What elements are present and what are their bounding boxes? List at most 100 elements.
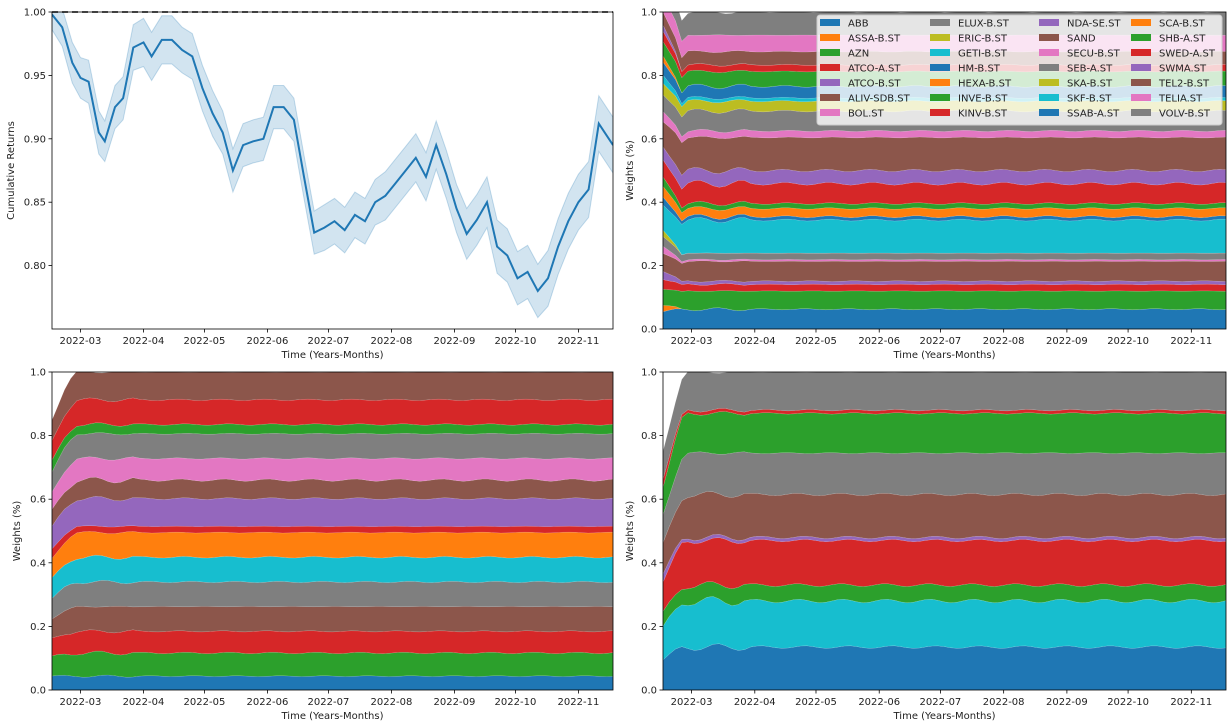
legend-swatch	[820, 79, 840, 86]
y-tick-label: 0.2	[641, 622, 657, 633]
axes-frame	[51, 11, 614, 330]
legend-swatch	[930, 79, 950, 86]
legend-swatch	[820, 109, 840, 116]
legend-swatch	[1131, 49, 1151, 56]
x-tick-label: 2022-04	[123, 697, 165, 708]
axes-1: 2022-03 2022-04 2022-05 2022-06 2022-07 2022-…	[6, 8, 614, 361]
legend-swatch	[820, 19, 840, 26]
axes-4: 2022-03 2022-04 2022-05 2022-06 2022-07 2022-…	[625, 368, 1227, 722]
y-tick-label: 0.2	[30, 622, 46, 633]
x-tick-label: 2022-11	[558, 697, 600, 708]
area-secu-b-st	[663, 111, 1226, 143]
area-nda-se-st	[52, 495, 613, 550]
area-azn	[52, 650, 613, 678]
y-tick-label: 1.0	[30, 368, 46, 379]
x-tick-label: 2022-06	[247, 336, 289, 347]
legend-swatch	[1131, 34, 1151, 41]
x-tick-label: 2022-09	[1046, 336, 1088, 347]
x-tick-label: 2022-03	[671, 336, 713, 347]
y-tick-label: 0.85	[24, 198, 46, 209]
y-tick-label: 0.6	[641, 134, 657, 145]
legend-label: SKF-B.ST	[1067, 94, 1112, 105]
legend-label: SKA-B.ST	[1067, 79, 1113, 90]
y-tick-label: 0.4	[641, 558, 657, 569]
y-tick-label: 0.0	[30, 686, 46, 697]
legend-label: INVE-B.ST	[958, 94, 1008, 105]
legend-label: ASSA-B.ST	[848, 34, 901, 45]
legend-label: SAND	[1067, 34, 1096, 45]
y-tick-label: 0.2	[641, 261, 657, 272]
y-axis-label: Cumulative Returns	[6, 121, 17, 220]
y-tick-label: 0.8	[641, 431, 657, 442]
legend-label: SWMA.ST	[1159, 64, 1207, 75]
legend-swatch	[930, 49, 950, 56]
x-tick-label: 2022-04	[123, 336, 165, 347]
y-tick-label: 1.0	[641, 8, 657, 19]
x-tick-label: 2022-10	[495, 336, 537, 347]
x-tick-label: 2022-06	[247, 697, 289, 708]
x-tick-label: 2022-07	[308, 697, 350, 708]
legend-label: SWED-A.ST	[1159, 49, 1216, 60]
area-abb	[52, 674, 613, 690]
axes-3: 2022-03 2022-04 2022-05 2022-06 2022-07 2022-…	[12, 368, 614, 722]
y-tick-label: 1.00	[24, 8, 46, 19]
legend-swatch	[820, 64, 840, 71]
y-tick-label: 0.90	[24, 134, 46, 145]
axes-frame	[51, 371, 614, 691]
x-tick-label: 2022-04	[734, 697, 776, 708]
legend-swatch	[1039, 94, 1059, 101]
area-hm-b-st	[663, 196, 1226, 225]
legend-swatch	[1131, 64, 1151, 71]
legend-swatch	[820, 94, 840, 101]
y-tick-label: 0.80	[24, 261, 46, 272]
y-tick-label: 0.0	[641, 686, 657, 697]
y-tick-label: 0.8	[641, 71, 657, 82]
x-tick-label: 2022-10	[495, 697, 537, 708]
x-tick-label: 2022-08	[371, 336, 413, 347]
legend-swatch	[1131, 109, 1151, 116]
area-shb-a-st	[52, 422, 613, 473]
legend-swatch	[1039, 19, 1059, 26]
axes-frame	[662, 11, 1227, 330]
x-tick-label: 2022-05	[184, 697, 226, 708]
legend-label: ATCO-B.ST	[848, 79, 901, 90]
y-tick-label: 0.95	[24, 71, 46, 82]
x-tick-label: 2022-04	[734, 336, 776, 347]
axes-2: 2022-03 2022-04 2022-05 2022-06 2022-07 2022-…	[625, 8, 1227, 361]
legend-label: ATCO-A.ST	[848, 64, 901, 75]
area-sand	[663, 491, 1226, 575]
y-axis-label: Weights (%)	[12, 501, 23, 562]
legend-label: VOLV-B.ST	[1159, 109, 1211, 120]
x-tick-label: 2022-05	[795, 697, 837, 708]
y-tick-label: 0.0	[641, 325, 657, 336]
x-tick-label: 2022-05	[184, 336, 226, 347]
legend-label: SCA-B.ST	[1159, 19, 1206, 30]
x-tick-label: 2022-08	[371, 697, 413, 708]
legend-frame	[816, 14, 1223, 126]
x-tick-label: 2022-10	[1107, 336, 1149, 347]
legend-label: HEXA-B.ST	[958, 79, 1012, 90]
legend-swatch	[930, 109, 950, 116]
x-tick-label: 2022-11	[1170, 336, 1212, 347]
y-axis-label: Weights (%)	[625, 501, 636, 562]
area-seb-a-st	[663, 451, 1226, 543]
legend-label: SSAB-A.ST	[1067, 109, 1120, 120]
legend-label: SECU-B.ST	[1067, 49, 1121, 60]
area-abb	[663, 643, 1226, 690]
confidence-band	[52, 12, 613, 319]
legend-swatch	[930, 19, 950, 26]
y-tick-label: 1.0	[641, 368, 657, 379]
area-azn	[663, 289, 1226, 311]
x-axis-label: Time (Years-Months)	[893, 711, 996, 722]
axes-frame	[662, 371, 1227, 691]
area-atco-a-st	[52, 629, 613, 657]
y-tick-label: 0.6	[30, 495, 46, 506]
legend-label: ELUX-B.ST	[958, 19, 1010, 30]
legend-label: SHB-A.ST	[1159, 34, 1206, 45]
x-axis-label: Time (Years-Months)	[281, 350, 384, 361]
x-tick-label: 2022-11	[1170, 697, 1212, 708]
x-tick-label: 2022-10	[1107, 697, 1149, 708]
legend-label: NDA-SE.ST	[1067, 19, 1121, 30]
legend-swatch	[820, 34, 840, 41]
x-tick-label: 2022-08	[983, 336, 1025, 347]
